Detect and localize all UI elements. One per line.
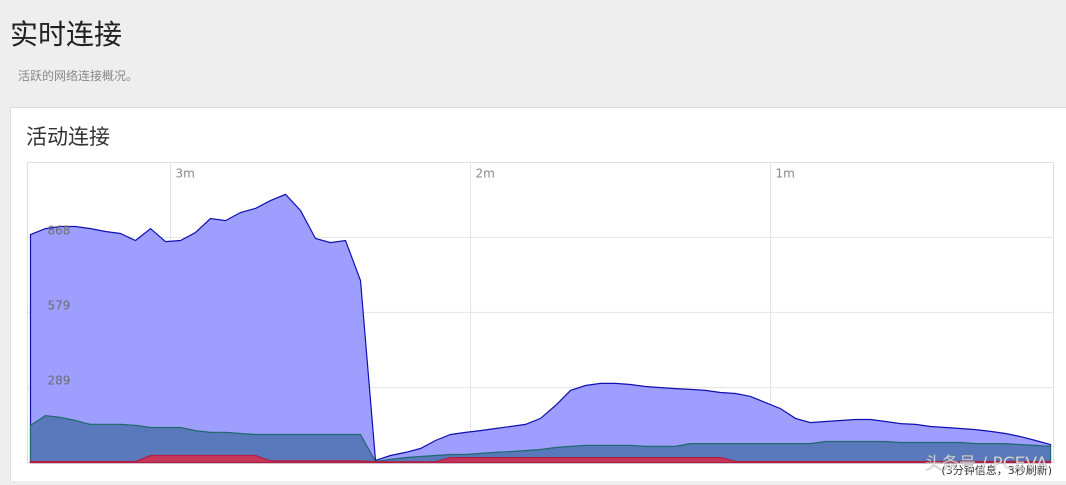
x-tick-label: 1m	[776, 167, 795, 181]
page-title: 实时连接	[10, 18, 122, 51]
page-subtitle: 活跃的网络连接概况。	[18, 68, 138, 83]
y-tick-label: 289	[48, 374, 71, 388]
x-tick-label: 3m	[176, 167, 195, 181]
panel-title: 活动连接	[26, 125, 110, 149]
header-bg	[0, 0, 1066, 106]
watermark: 头条号 / PCEVA	[925, 454, 1048, 474]
y-tick-label: 579	[48, 298, 71, 312]
y-tick-label: 868	[48, 223, 71, 237]
x-tick-label: 2m	[476, 167, 495, 181]
